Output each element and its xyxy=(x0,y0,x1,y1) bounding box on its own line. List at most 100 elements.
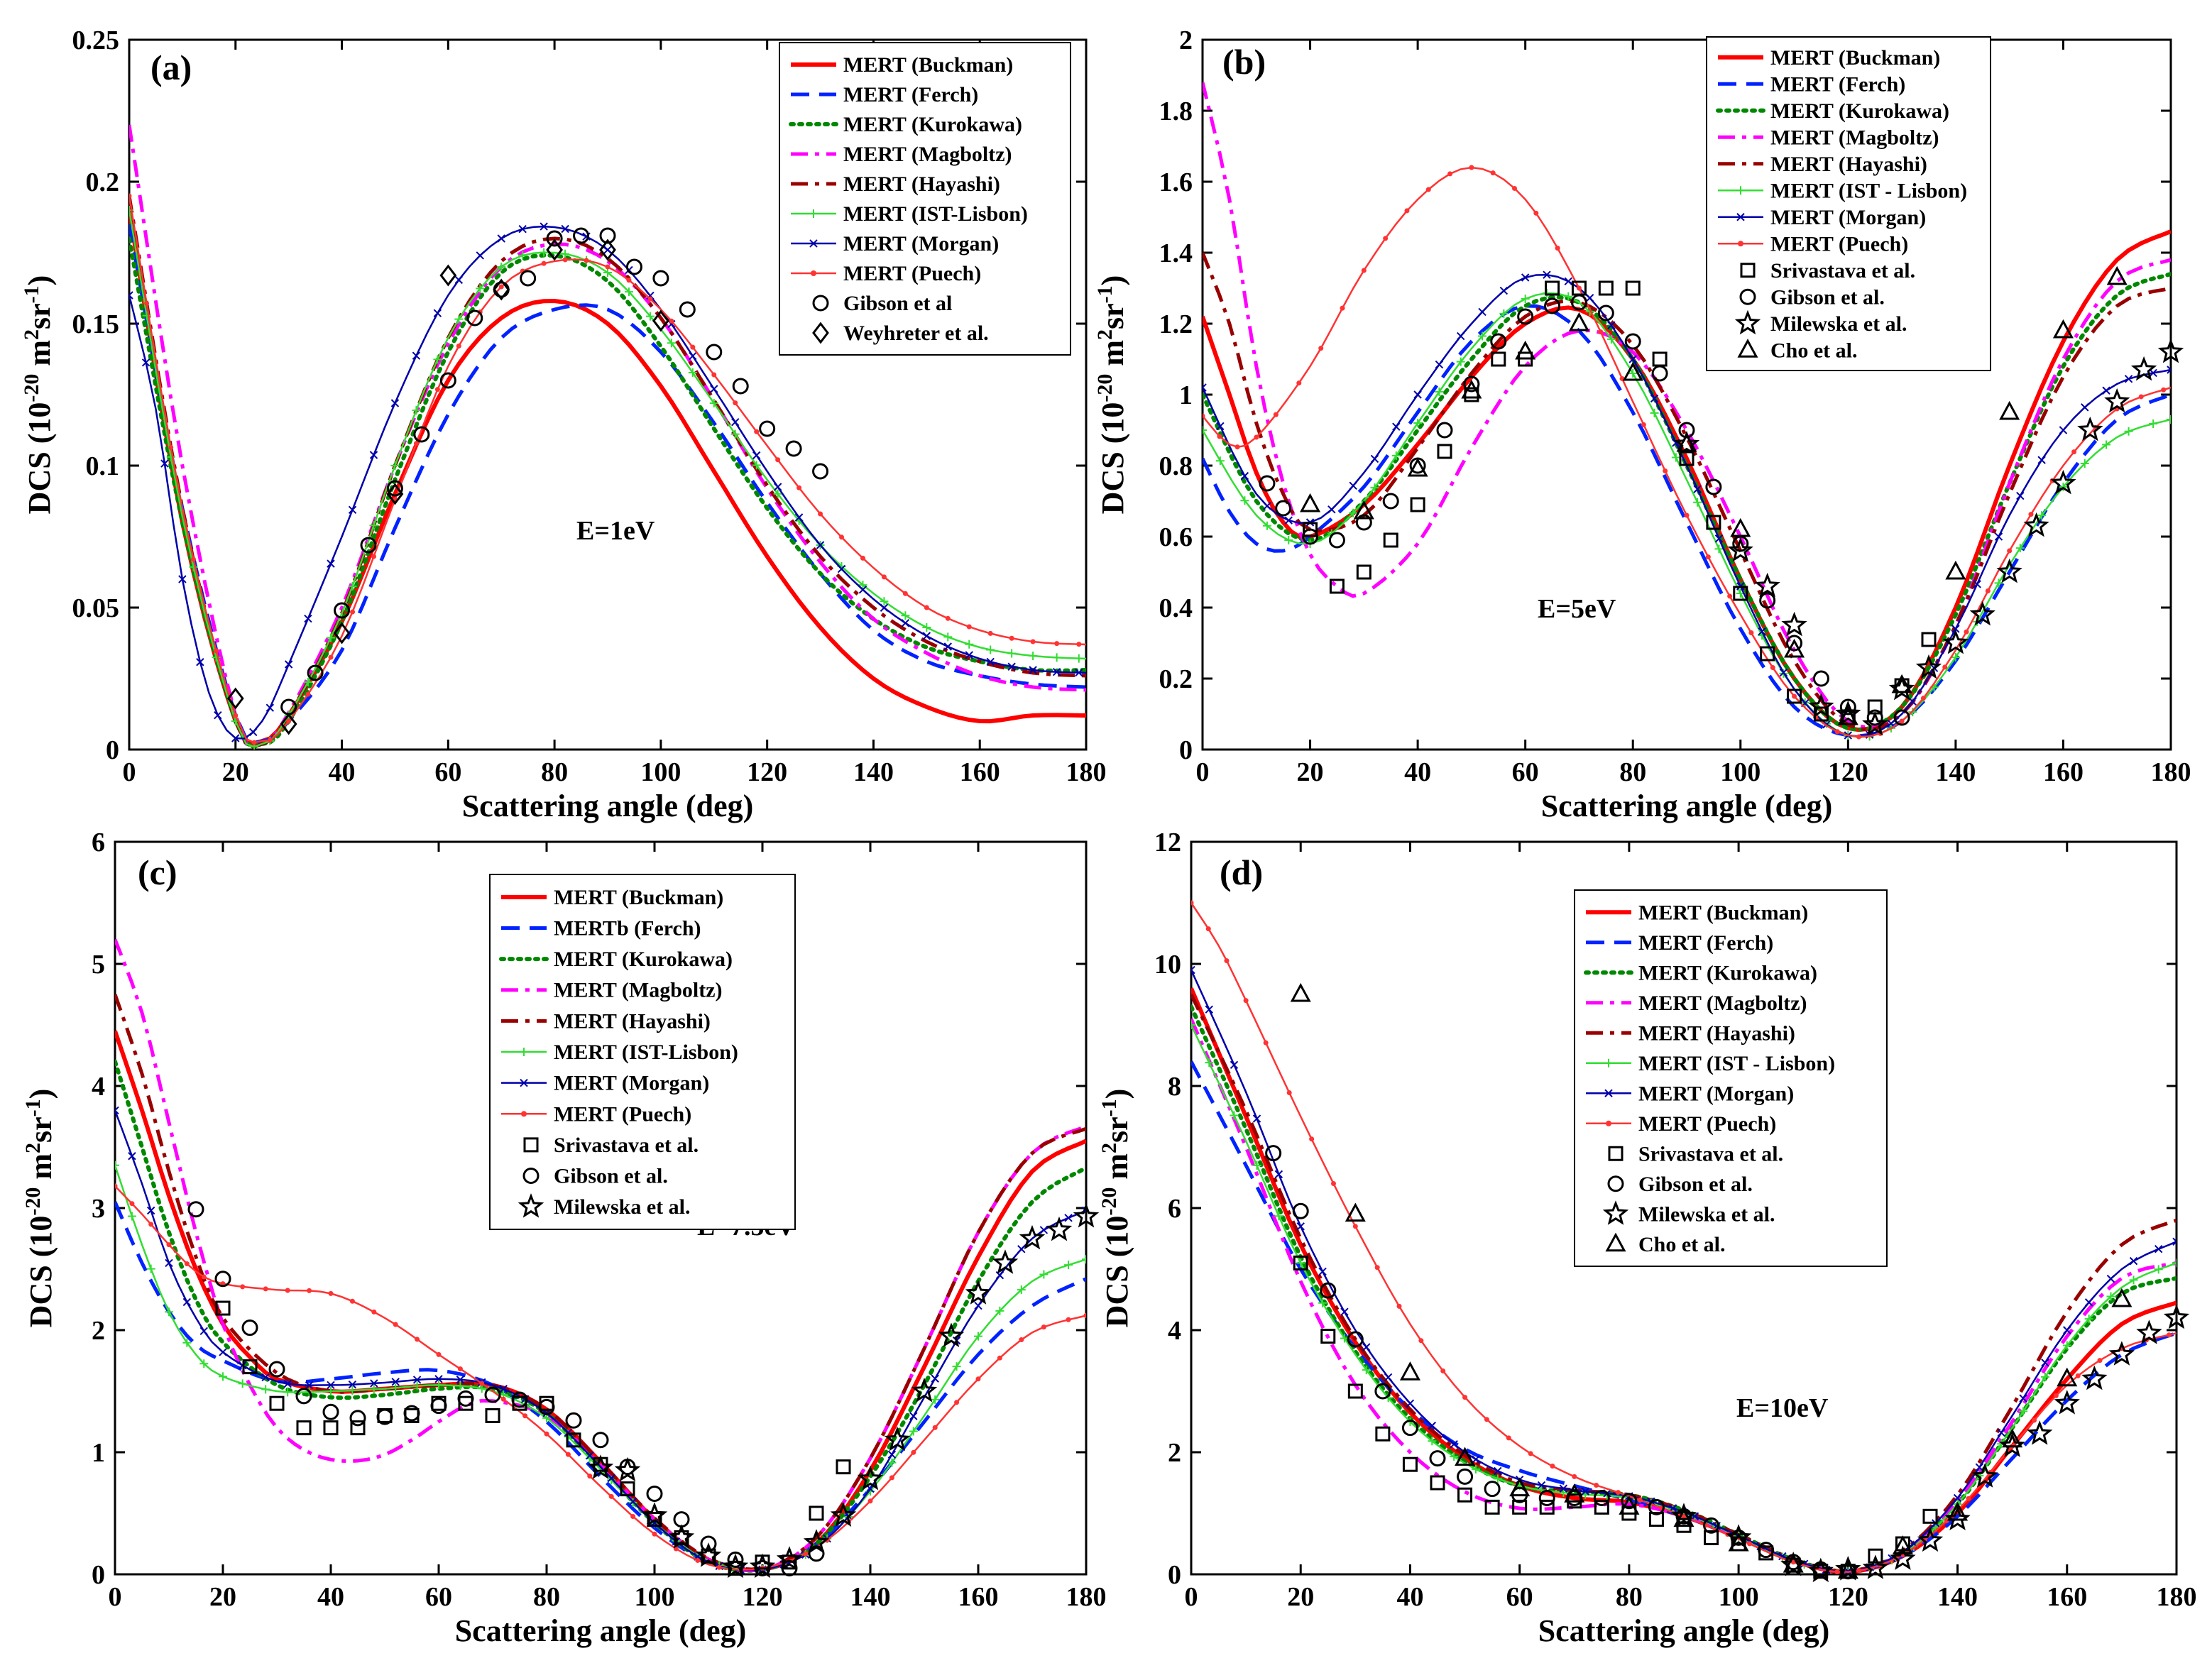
series-puech-marker xyxy=(1296,380,1302,386)
data-point-star xyxy=(1727,537,1753,562)
data-point-diamond xyxy=(652,309,669,332)
series-morgan-marker xyxy=(1581,1487,1589,1496)
series-morgan-marker xyxy=(199,1327,208,1335)
series-morgan-marker xyxy=(2167,366,2171,374)
y-tick-label: 0.2 xyxy=(86,168,120,197)
data-point-square xyxy=(1375,1426,1391,1442)
series-istlisbon-marker xyxy=(887,1458,897,1467)
series-puech-marker xyxy=(1205,926,1211,932)
energy-label: E=1eV xyxy=(576,516,655,546)
series-morgan-marker xyxy=(2129,1256,2138,1266)
series-istlisbon-marker xyxy=(433,355,442,364)
series-istlisbon-marker xyxy=(1240,496,1249,505)
series-istlisbon-marker xyxy=(1064,1261,1073,1270)
series-puech-marker xyxy=(285,1288,290,1293)
data-point-circle xyxy=(1544,297,1561,314)
series-puech-marker xyxy=(1224,958,1230,964)
data-point-circle xyxy=(538,1398,555,1415)
series-morgan-marker xyxy=(1953,1493,1962,1503)
series-puech-marker xyxy=(263,1286,268,1292)
data-point-square xyxy=(647,1512,662,1527)
x-tick-label: 0 xyxy=(109,1582,122,1612)
series-istlisbon-marker xyxy=(943,632,953,642)
data-point-star xyxy=(1971,1463,1998,1488)
series-morgan-marker xyxy=(1191,965,1195,975)
series-morgan-marker xyxy=(1975,1463,1984,1471)
data-point-star xyxy=(857,1465,884,1491)
data-point-circle xyxy=(1436,422,1453,439)
y-tick-label: 3 xyxy=(92,1194,105,1224)
series-puech-marker xyxy=(839,534,845,540)
series-morgan-marker xyxy=(1274,1170,1283,1179)
series-puech-marker xyxy=(1203,413,1205,419)
series-istlisbon-marker xyxy=(1296,1258,1305,1268)
data-point-circle xyxy=(1382,493,1399,510)
series-istlisbon-marker xyxy=(1714,544,1724,554)
y-axis-label: DCS (10-20 m2sr-1) xyxy=(1093,275,1130,515)
series-morgan-marker xyxy=(1564,277,1572,285)
series-puech-marker xyxy=(1856,1568,1862,1574)
series-istlisbon-marker xyxy=(1274,1212,1283,1221)
series-istlisbon-marker xyxy=(986,645,995,654)
series-puech-marker xyxy=(129,1201,135,1207)
series-puech-marker xyxy=(924,605,929,610)
series-istlisbon-marker xyxy=(1362,1366,1371,1375)
series-puech-marker xyxy=(1418,1338,1424,1344)
legend-marker-star xyxy=(518,1193,544,1218)
series-puech-marker xyxy=(2071,449,2077,455)
series-puech-marker xyxy=(997,1355,1002,1361)
series-morgan-marker xyxy=(115,1106,119,1115)
data-point-star xyxy=(1862,710,1888,736)
series-morgan-marker xyxy=(284,660,293,669)
series-morgan-marker xyxy=(518,224,527,234)
series-morgan-marker xyxy=(1230,1060,1239,1070)
series-puech-marker xyxy=(605,264,611,270)
data-point-triangle xyxy=(1300,493,1321,512)
legend-marker-diamond xyxy=(812,322,829,344)
data-point-square xyxy=(1320,1329,1336,1344)
series-istlisbon-marker xyxy=(348,582,357,591)
series-puech-marker xyxy=(2028,512,2034,517)
series-morgan-marker xyxy=(454,275,464,285)
data-point-star xyxy=(2157,338,2184,363)
data-point-circle xyxy=(307,664,324,681)
series-puech-marker xyxy=(1030,639,1036,644)
series-morgan-marker xyxy=(2059,426,2068,434)
series-morgan-marker xyxy=(2019,1394,2027,1403)
legend-label: MERT (Magboltz) xyxy=(1770,126,1939,149)
series-puech-marker xyxy=(1637,1497,1643,1503)
series-puech-marker xyxy=(1440,1368,1446,1373)
series-morgan-marker xyxy=(370,1379,378,1388)
legend-marker xyxy=(1604,1089,1613,1097)
series-morgan-marker xyxy=(231,734,240,742)
data-point-triangle xyxy=(1730,517,1751,537)
series-istlisbon-marker xyxy=(2015,544,2025,553)
x-tick-label: 100 xyxy=(635,1582,675,1612)
legend-label: MERT (Magboltz) xyxy=(843,143,1012,166)
y-axis-label: DCS (10-20 m2sr-1) xyxy=(20,275,57,515)
series-morgan-marker xyxy=(348,505,357,515)
x-tick-label: 40 xyxy=(1396,1582,1423,1612)
series-istlisbon-marker xyxy=(1521,295,1530,303)
panel-b: 0 20 40 60 80 100 120 140 160 180 0 0.2 0.4 0.6 0.8 1 1.… xyxy=(1093,26,2191,823)
data-point-circle xyxy=(1347,1331,1364,1348)
x-tick-label: 180 xyxy=(1066,1582,1107,1612)
series-istlisbon-marker xyxy=(1205,1058,1214,1068)
series-istlisbon-marker xyxy=(283,1388,292,1397)
series-puech-marker xyxy=(860,555,865,561)
data-point-circle xyxy=(1538,1490,1555,1506)
legend-label: Milewska et al. xyxy=(1770,312,1907,336)
series-morgan-marker xyxy=(752,451,761,460)
series-istlisbon-marker xyxy=(1082,1255,1086,1264)
x-tick-label: 160 xyxy=(2043,757,2084,787)
data-point-square xyxy=(1539,1499,1555,1515)
data-point-circle xyxy=(214,1271,231,1288)
series-puech-marker xyxy=(565,1452,571,1457)
series-istlisbon-marker xyxy=(456,1381,465,1390)
y-tick-label: 0.15 xyxy=(72,309,120,339)
data-point-square xyxy=(1787,688,1802,704)
series-morgan-marker xyxy=(1779,668,1788,677)
data-point-star xyxy=(641,1502,668,1527)
series-puech-marker xyxy=(1856,734,1861,740)
series-istlisbon-marker xyxy=(1391,451,1401,461)
